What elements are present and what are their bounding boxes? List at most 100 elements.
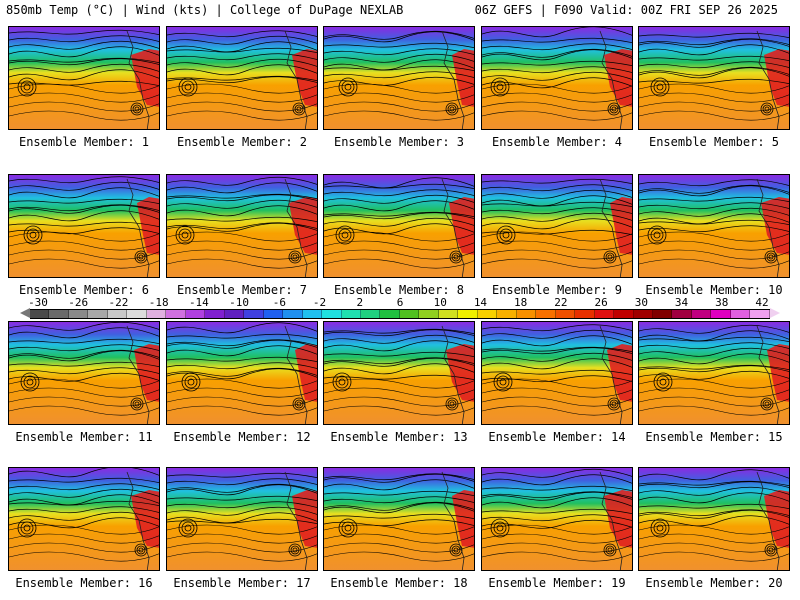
contour-line <box>482 184 632 192</box>
contour-line <box>482 189 632 199</box>
pressure-center <box>451 545 461 555</box>
pressure-center <box>178 228 192 242</box>
contour-line <box>639 83 789 94</box>
ensemble-member-label: Ensemble Member: 4 <box>491 135 623 149</box>
pressure-center <box>611 106 617 112</box>
pressure-center <box>493 521 507 535</box>
contour-line <box>9 187 159 199</box>
ensemble-member-label: Ensemble Member: 7 <box>176 283 308 297</box>
pressure-center <box>656 83 664 91</box>
pressure-center <box>453 547 459 553</box>
contour-line <box>324 533 474 544</box>
contour-line <box>639 207 789 217</box>
contour-line <box>639 231 789 242</box>
contour-line <box>482 358 632 370</box>
pressure-center <box>609 399 619 409</box>
contour-line <box>324 340 474 352</box>
colorbar-tick-label: -22 <box>108 296 129 309</box>
coastline <box>441 30 465 129</box>
contour-line <box>9 204 159 214</box>
colorbar-swatch <box>458 310 478 318</box>
warm-land-region <box>604 49 632 107</box>
colorbar-swatch <box>224 310 245 318</box>
contour-line <box>9 338 159 344</box>
contour-line <box>9 551 159 562</box>
coastline <box>756 325 780 424</box>
colorbar-swatch <box>730 310 751 318</box>
contour-line <box>9 327 159 339</box>
pressure-center <box>184 524 192 532</box>
contour-line <box>482 201 632 207</box>
pressure-center <box>181 80 195 94</box>
pressure-center <box>344 83 352 91</box>
pressure-center <box>335 375 349 389</box>
colorbar-tick-label: 14 <box>473 296 488 309</box>
pressure-center <box>23 225 43 245</box>
contour-line <box>482 258 632 269</box>
colorbar-swatch <box>575 310 595 318</box>
warm-land-region <box>761 197 789 255</box>
contour-line <box>482 101 632 112</box>
contour-line <box>324 496 474 504</box>
colorbar-low-arrow <box>20 308 30 318</box>
ensemble-map <box>8 26 160 130</box>
pressure-center <box>496 524 504 532</box>
contour-line <box>482 37 632 43</box>
contour-line <box>639 179 789 187</box>
contour-line <box>482 231 632 242</box>
contour-line <box>167 249 317 260</box>
warm-land-region <box>292 49 317 107</box>
pressure-center <box>288 250 302 264</box>
contour-line <box>639 78 789 84</box>
warm-land-region <box>452 49 474 107</box>
contour-line <box>167 58 317 68</box>
contour-line <box>482 324 632 332</box>
pressure-center <box>187 378 195 386</box>
colorbar-swatch <box>750 310 770 318</box>
ensemble-member-label: Ensemble Member: 12 <box>173 430 311 444</box>
contour-line <box>324 328 474 334</box>
pressure-center <box>292 397 306 411</box>
colorbar-tick-label: -30 <box>28 296 48 309</box>
ensemble-member-label: Ensemble Member: 9 <box>491 283 623 297</box>
coastline <box>599 30 623 129</box>
contour-line <box>482 474 632 486</box>
pressure-center <box>296 106 302 112</box>
pressure-center <box>451 252 461 262</box>
ensemble-map <box>638 26 790 130</box>
contour-line <box>639 196 789 202</box>
pressure-center <box>290 252 300 262</box>
warm-land-region <box>610 197 632 255</box>
colorbar-swatch <box>594 310 615 318</box>
coastline <box>599 471 623 570</box>
pressure-center <box>656 375 670 389</box>
contour-line <box>324 374 474 380</box>
contour-line <box>639 509 789 519</box>
contour-line <box>324 357 474 367</box>
contour-line <box>482 27 632 38</box>
contour-line <box>324 490 474 496</box>
contour-line <box>9 405 159 416</box>
colorbar-tick-label: 38 <box>715 296 729 309</box>
coastline <box>599 325 623 424</box>
contour-line <box>639 515 789 527</box>
contour-line <box>167 41 317 53</box>
contour-line <box>9 57 159 63</box>
colorbar-swatch <box>68 310 89 318</box>
pressure-center <box>134 106 140 112</box>
colorbar-swatch <box>497 310 517 318</box>
contour-line <box>639 202 789 210</box>
colorbar-swatch <box>49 310 69 318</box>
warm-land-region <box>134 344 159 402</box>
contour-line <box>167 216 317 222</box>
pressure-center <box>650 77 670 97</box>
ensemble-map <box>638 174 790 278</box>
pressure-center <box>341 80 355 94</box>
colorbar-tick-label: -2 <box>312 296 327 309</box>
contour-line <box>167 101 317 112</box>
pressure-center <box>23 524 31 532</box>
colorbar-swatch <box>107 310 128 318</box>
ensemble-map <box>481 321 633 425</box>
contour-line <box>167 258 317 269</box>
contour-line <box>639 365 789 373</box>
